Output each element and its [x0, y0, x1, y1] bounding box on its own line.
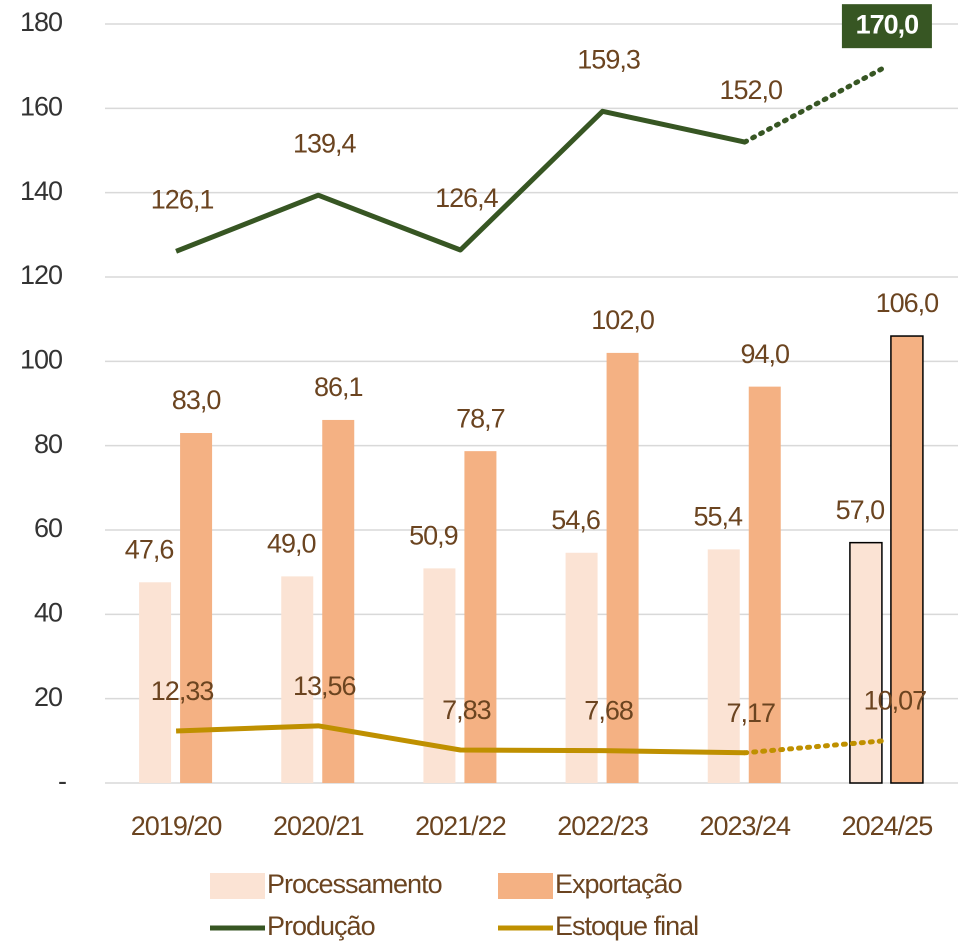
bar	[890, 335, 924, 784]
y-tick-label: 100	[20, 344, 62, 374]
projection-line	[742, 738, 890, 756]
y-tick-label: 20	[34, 682, 62, 712]
data-label: 57,0	[836, 495, 885, 525]
legend-swatch	[210, 873, 265, 899]
bar	[748, 386, 781, 783]
y-tick-label: 160	[20, 91, 62, 121]
data-label: 10,07	[864, 686, 927, 716]
data-label: 106,0	[876, 288, 939, 318]
x-tick-label: 2022/23	[557, 811, 648, 841]
y-tick-label: 80	[34, 429, 62, 459]
bar	[707, 549, 740, 783]
data-label: 102,0	[591, 305, 654, 335]
data-label: 152,0	[719, 75, 782, 105]
data-label: 12,33	[151, 676, 214, 706]
legend-label: Exportação	[555, 869, 682, 899]
data-label: 159,3	[577, 44, 640, 74]
bar	[322, 419, 355, 783]
data-label: 78,7	[456, 403, 505, 433]
data-label: 83,0	[172, 385, 221, 415]
legend-label: Produção	[267, 911, 375, 941]
y-tick-label: -	[58, 766, 66, 796]
line	[175, 108, 746, 254]
data-label: 50,9	[409, 520, 458, 550]
y-tick-label: 40	[34, 597, 62, 627]
y-tick-label: 140	[20, 176, 62, 206]
line	[175, 723, 745, 756]
bar	[139, 582, 172, 783]
highlight-box	[841, 4, 932, 49]
data-label: 47,6	[125, 534, 174, 564]
data-label: 170,0	[856, 9, 919, 39]
x-tick-label: 2020/21	[273, 811, 364, 841]
legend-swatch	[498, 873, 553, 899]
x-tick-label: 2024/25	[842, 811, 933, 841]
y-tick-label: 180	[20, 7, 62, 37]
x-tick-label: 2021/22	[415, 811, 506, 841]
data-label: 49,0	[267, 529, 316, 559]
bar	[565, 552, 598, 783]
y-tick-label: 120	[20, 260, 62, 290]
y-tick-label: 60	[34, 513, 62, 543]
bar	[281, 576, 314, 783]
bar	[849, 541, 883, 784]
legend-label: Estoque final	[555, 911, 698, 941]
data-label: 55,4	[693, 502, 743, 532]
legend-label: Processamento	[267, 869, 442, 899]
bar	[606, 352, 639, 783]
data-label: 7,68	[584, 696, 633, 726]
x-tick-label: 2019/20	[131, 811, 222, 841]
data-label: 7,17	[726, 698, 775, 728]
data-label: 139,4	[293, 128, 357, 158]
data-label: 86,1	[314, 372, 363, 402]
data-label: 126,1	[151, 184, 214, 214]
data-label: 126,4	[435, 183, 499, 213]
data-label: 7,83	[442, 695, 491, 725]
data-label: 94,0	[740, 339, 789, 369]
x-tick-label: 2023/24	[699, 811, 791, 841]
data-label: 13,56	[293, 671, 356, 701]
bar	[464, 451, 497, 783]
data-label: 54,6	[551, 505, 600, 535]
bar	[180, 433, 213, 783]
projection-line	[742, 63, 890, 145]
